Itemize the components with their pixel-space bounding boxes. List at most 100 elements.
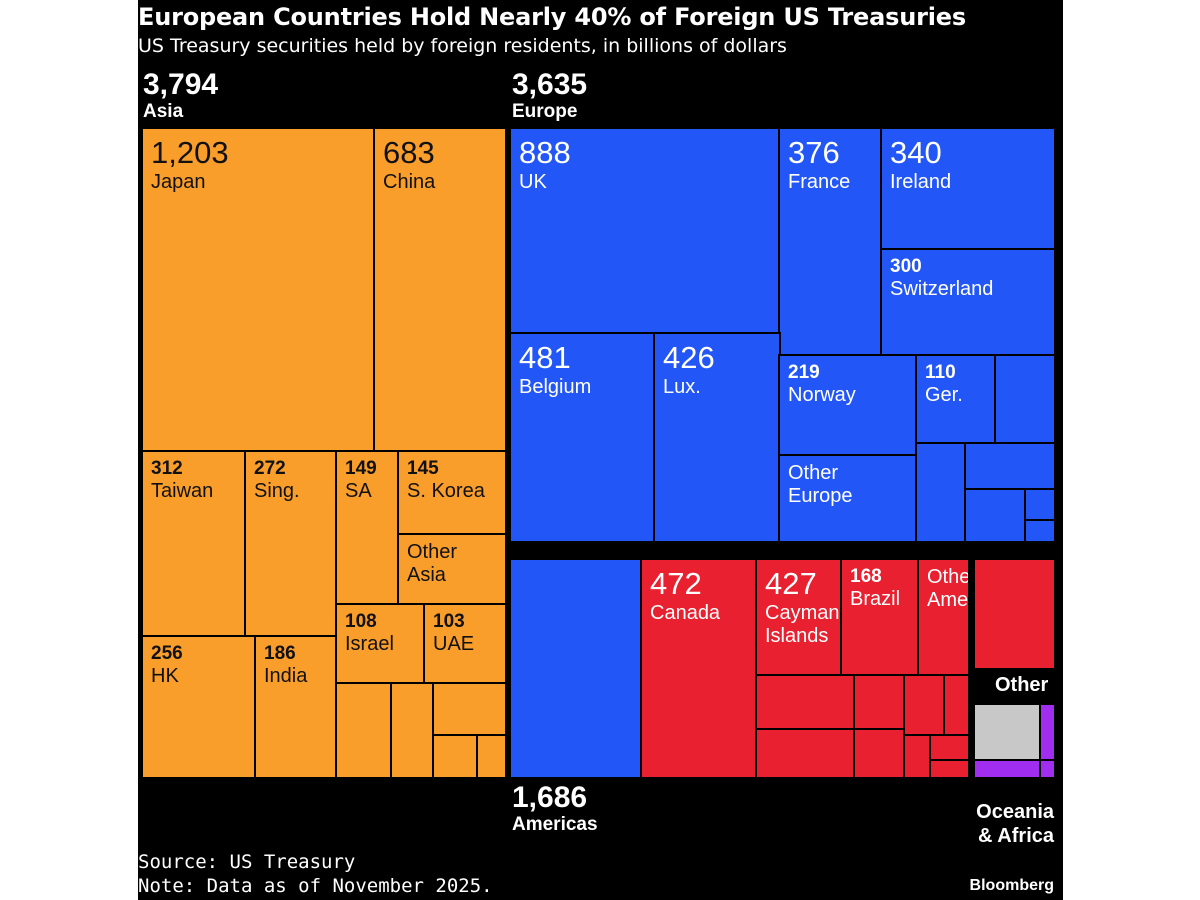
treemap-tile-europe: [1024, 519, 1056, 543]
treemap-tile-other-europe: Other Europe: [778, 454, 918, 543]
tile-value: 145: [407, 458, 439, 479]
treemap-tile-switzerland: 300 Switzerland: [880, 248, 1056, 356]
tile-name: China: [383, 170, 436, 193]
tile-name: UK: [519, 170, 547, 193]
treemap-tile-asia: [432, 682, 507, 736]
tile-name: Europe: [788, 485, 853, 507]
treemap-tile-cayman-islands: 427 Cayman Islands: [755, 558, 843, 676]
tile-name: Belgium: [519, 375, 592, 398]
treemap-tile-sa: 149 SA: [335, 450, 399, 605]
treemap-tile-asia: [432, 734, 478, 779]
tile-name: Amer.: [927, 589, 969, 611]
tile-label: 256 HK: [151, 643, 183, 688]
tile-value: 472: [650, 566, 702, 601]
tile-value: 149: [345, 458, 377, 479]
treemap-tile-asia: [335, 682, 392, 779]
treemap-tile-americas: [903, 734, 931, 779]
treemap-tile-americas: [973, 558, 1056, 670]
tile-name: Cayman: [765, 601, 840, 624]
group-label-asia: 3,794 Asia: [143, 68, 219, 122]
group-label-europe: 3,635 Europe: [512, 68, 588, 122]
treemap-tile-asia: [476, 734, 507, 779]
treemap-tile-europe: [964, 442, 1056, 490]
tile-name: Other: [407, 541, 458, 563]
group-total-europe: 3,635: [512, 68, 588, 101]
group-name-oceania-africa: Oceania & Africa: [976, 801, 1054, 847]
treemap-tile-europe: [509, 558, 642, 779]
treemap-tile-uk: 888 UK: [509, 127, 781, 334]
tile-name: Norway: [788, 383, 856, 406]
tile-label: 103 UAE: [433, 611, 474, 656]
treemap-tile-canada: 472 Canada: [640, 558, 757, 779]
tile-value: 427: [765, 566, 817, 601]
tile-name: Sing.: [254, 479, 300, 502]
tile-name: India: [264, 664, 308, 687]
tile-value: 376: [788, 135, 840, 170]
tile-label: 300 Switzerland: [890, 256, 993, 301]
treemap-tile-other-asia: Other Asia: [397, 533, 507, 605]
treemap-tile-lux: 426 Lux.: [653, 332, 781, 543]
tile-label: 888 UK: [519, 135, 571, 194]
treemap-tile-americas: [903, 674, 945, 736]
tile-label: 108 Israel: [345, 611, 394, 656]
treemap-tile-europe: [915, 442, 967, 543]
tile-value: 312: [151, 458, 183, 479]
treemap-tile-other-amer: OtherAmer.: [917, 558, 970, 676]
tile-name: Lux.: [663, 375, 701, 398]
treemap-tile-india: 186 India: [254, 635, 337, 779]
tile-name: Islands: [765, 624, 829, 647]
treemap-tile-japan: 1,203 Japan: [141, 127, 375, 452]
treemap-tile-taiwan: 312 Taiwan: [141, 450, 246, 637]
treemap-tile-americas: [755, 674, 855, 730]
group-total-asia: 3,794: [143, 68, 219, 101]
data-note: Note: Data as of November 2025.: [138, 875, 493, 897]
tile-value: 108: [345, 611, 377, 632]
tile-value: 110: [925, 362, 956, 383]
tile-name: Taiwan: [151, 479, 214, 502]
tile-value: 186: [264, 643, 296, 664]
treemap-tile-europe: [1024, 488, 1056, 521]
treemap-tile-asia: [390, 682, 434, 779]
tile-value: 1,203: [151, 135, 229, 170]
treemap-tile-americas: [853, 674, 905, 730]
chart-subtitle: US Treasury securities held by foreign r…: [138, 35, 787, 57]
treemap-tile-americas: [943, 674, 970, 736]
tile-label: 219 Norway: [788, 362, 856, 407]
tile-label: 481 Belgium: [519, 340, 591, 399]
treemap-tile-other: [973, 703, 1041, 761]
group-label-other: Other: [995, 673, 1048, 697]
treemap-tile-europe: [994, 354, 1056, 444]
tile-label: OtherAmer.: [927, 566, 969, 612]
tile-value: 219: [788, 362, 820, 383]
treemap-tile-norway: 219 Norway: [778, 354, 918, 456]
tile-label: 683 China: [383, 135, 435, 194]
treemap-tile-oceania-africa: [973, 759, 1041, 779]
tile-name: S. Korea: [407, 479, 485, 502]
treemap-tile-oceania-africa: [1039, 703, 1056, 761]
tile-label: 427 Cayman Islands: [765, 566, 839, 648]
tile-label: 110 Ger.: [925, 362, 963, 407]
group-name-europe: Europe: [512, 101, 578, 122]
tile-value: 683: [383, 135, 435, 170]
tile-value: 272: [254, 458, 286, 479]
chart-title: European Countries Hold Nearly 40% of Fo…: [138, 3, 966, 31]
treemap-tile-hk: 256 HK: [141, 635, 256, 779]
tile-name: Canada: [650, 601, 721, 624]
tile-label: 340 Ireland: [890, 135, 951, 194]
tile-name: Asia: [407, 564, 446, 586]
treemap-tile-europe: [964, 488, 1026, 543]
group-total-americas: 1,686: [512, 781, 588, 814]
treemap-tile-s-korea: 145 S. Korea: [397, 450, 507, 535]
tile-name: Other: [788, 462, 839, 484]
treemap-tile-ireland: 340 Ireland: [880, 127, 1056, 250]
group-label-americas: 1,686 Americas: [512, 781, 598, 835]
tile-label: Other Asia: [407, 541, 457, 587]
treemap-tile-americas: [755, 728, 855, 779]
tile-value: 888: [519, 135, 571, 170]
tile-name: SA: [345, 479, 372, 502]
treemap-tile-sing: 272 Sing.: [244, 450, 337, 637]
tile-name: Brazil: [850, 587, 901, 610]
tile-label: 149 SA: [345, 458, 377, 503]
tile-name: Israel: [345, 632, 394, 655]
tile-label: 1,203 Japan: [151, 135, 229, 194]
